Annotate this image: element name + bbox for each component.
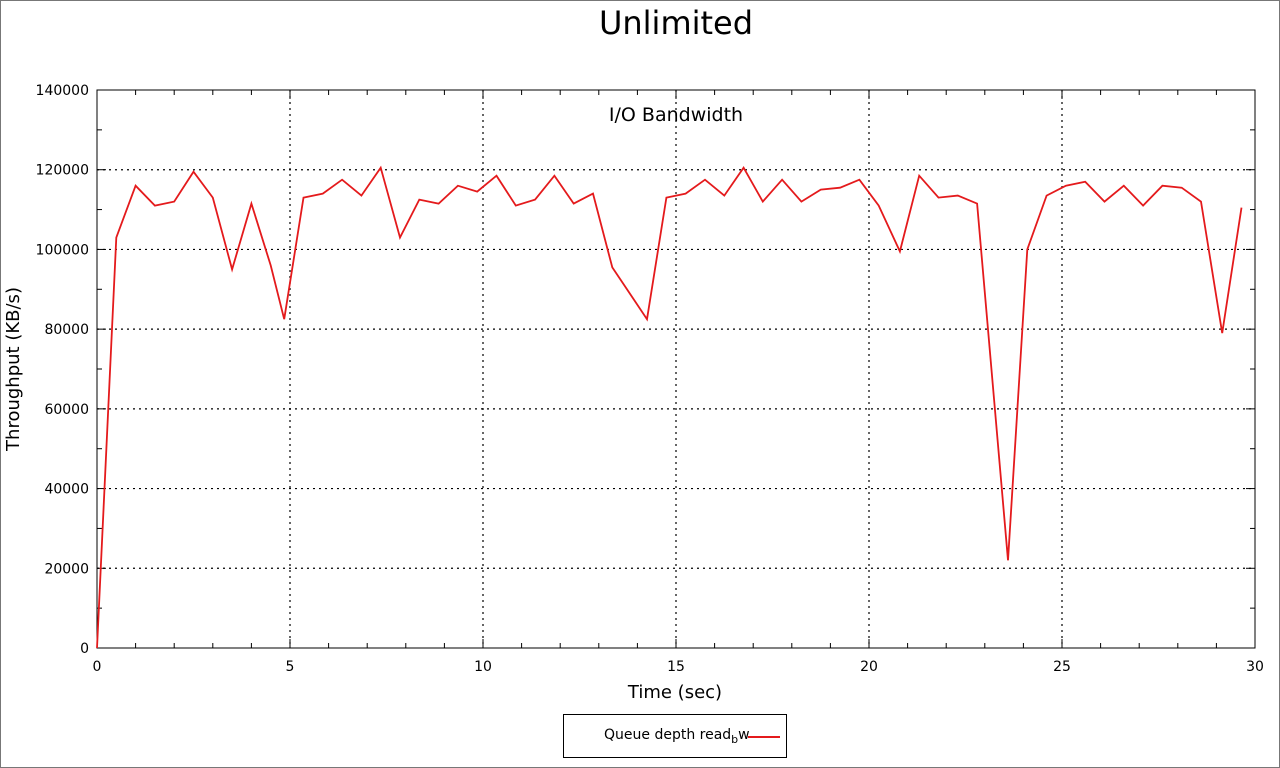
x-tick-label: 10 <box>474 659 492 675</box>
y-tick-label: 120000 <box>36 163 89 179</box>
x-axis-label: Time (sec) <box>627 682 722 703</box>
y-axis-label: Throughput (KB/s) <box>3 287 24 452</box>
chart-subtitle: I/O Bandwidth <box>609 104 743 126</box>
legend-label: Queue depth readbw <box>604 727 750 746</box>
legend-label-subscript: b <box>731 732 739 746</box>
legend: Queue depth readbw <box>563 714 787 758</box>
legend-swatch <box>748 736 780 738</box>
y-tick-label: 40000 <box>44 482 89 498</box>
tick-labels: 0 20000 40000 60000 80000 100000 120000 140000 0… <box>36 83 1264 675</box>
chart-title: Unlimited <box>598 4 754 42</box>
grid-lines <box>97 90 1255 648</box>
y-tick-label: 80000 <box>44 322 89 338</box>
x-tick-label: 5 <box>286 659 295 675</box>
series-line-0 <box>96 165 1243 649</box>
y-tick-label: 20000 <box>44 561 89 577</box>
y-tick-label: 100000 <box>36 242 89 258</box>
y-tick-label: 0 <box>80 641 89 657</box>
x-tick-label: 20 <box>860 659 878 675</box>
legend-label-main: Queue depth read <box>604 727 732 743</box>
x-tick-label: 15 <box>667 659 685 675</box>
plot-border <box>96 89 1256 649</box>
x-tick-label: 0 <box>93 659 102 675</box>
legend-label-tail: w <box>738 727 750 743</box>
y-tick-label: 60000 <box>44 402 89 418</box>
y-tick-label: 140000 <box>36 83 89 99</box>
x-tick-label: 30 <box>1246 659 1264 675</box>
x-tick-label: 25 <box>1053 659 1071 675</box>
series-layer <box>96 165 1243 649</box>
